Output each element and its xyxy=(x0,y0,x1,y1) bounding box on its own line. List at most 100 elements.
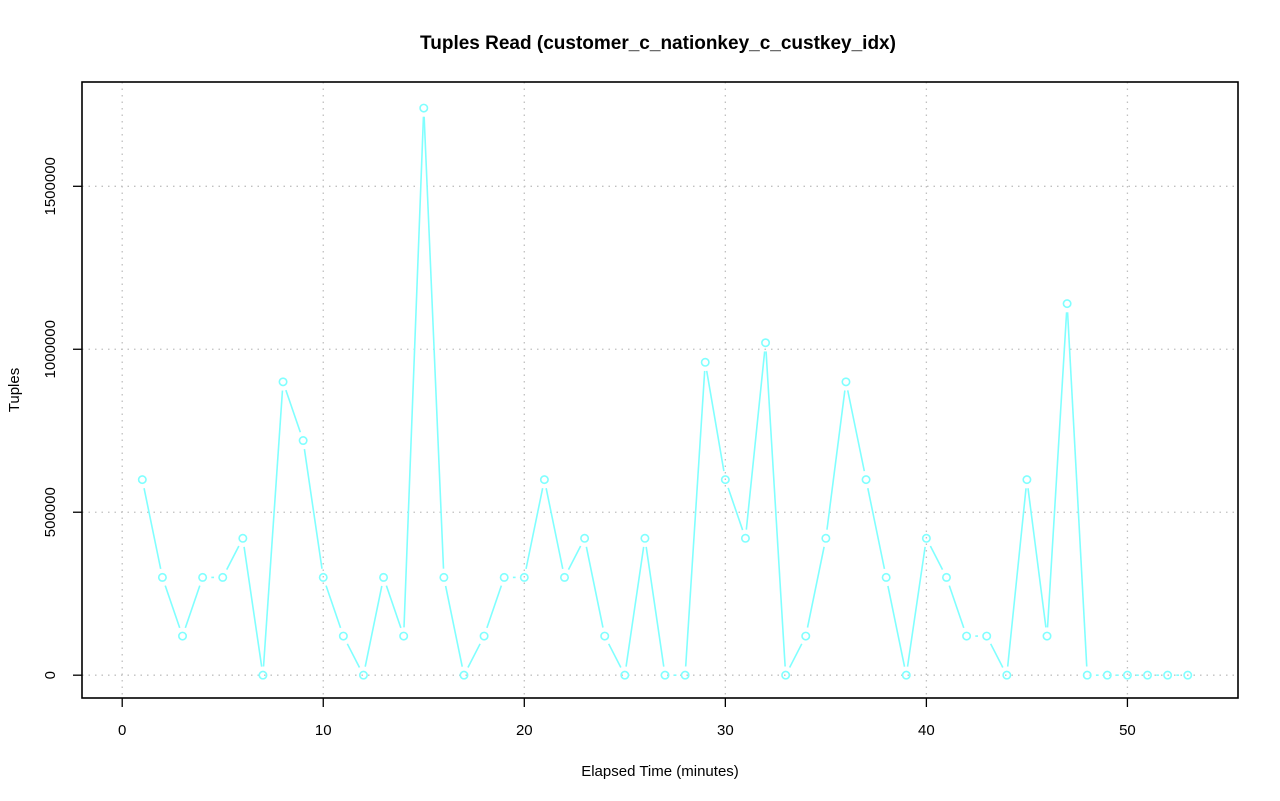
series-segment xyxy=(1066,312,1088,667)
data-point xyxy=(1082,670,1092,680)
data-point xyxy=(921,533,931,543)
series-segment xyxy=(625,546,645,667)
series-segment xyxy=(285,389,302,433)
series-segment xyxy=(989,643,1004,668)
grid xyxy=(82,82,1238,698)
data-point xyxy=(901,670,911,680)
y-tick-label: 1000000 xyxy=(42,320,59,378)
data-point xyxy=(881,572,891,582)
x-axis-label: Elapsed Time (minutes) xyxy=(581,763,739,780)
series-segment xyxy=(346,643,361,668)
data-point xyxy=(640,533,650,543)
series-segment xyxy=(1006,488,1027,667)
series-segment xyxy=(403,116,425,628)
data-point xyxy=(821,533,831,543)
data-point xyxy=(700,357,710,367)
data-point xyxy=(298,436,308,446)
series-segment xyxy=(545,487,564,570)
data-point xyxy=(157,572,167,582)
x-tick-label: 10 xyxy=(315,722,332,739)
data-point xyxy=(600,631,610,641)
x-tick-label: 50 xyxy=(1119,722,1136,739)
data-point xyxy=(178,631,188,641)
series-segment xyxy=(184,585,201,629)
series-segment xyxy=(525,487,544,570)
x-tick-label: 20 xyxy=(516,722,533,739)
data-point xyxy=(198,572,208,582)
series-segment xyxy=(948,585,965,629)
data-point xyxy=(1022,475,1032,485)
data-point xyxy=(258,670,268,680)
series-segment xyxy=(645,546,665,667)
x-tick-label: 0 xyxy=(118,722,126,739)
series-layer xyxy=(137,103,1193,680)
data-point xyxy=(1183,670,1193,680)
series-segment xyxy=(385,585,402,629)
series-segment xyxy=(423,116,445,569)
data-point xyxy=(580,533,590,543)
series-segment xyxy=(567,545,582,571)
series-segment xyxy=(164,585,181,629)
data-point xyxy=(238,533,248,543)
series-segment xyxy=(262,390,284,667)
series-segment xyxy=(303,449,323,569)
plot-frame xyxy=(81,81,1239,699)
data-point xyxy=(801,631,811,641)
series-segment xyxy=(607,643,622,668)
series-segment xyxy=(826,390,846,530)
series-segment xyxy=(225,545,240,571)
data-point xyxy=(1002,670,1012,680)
data-point xyxy=(137,475,147,485)
data-point xyxy=(439,572,449,582)
series-segment xyxy=(906,546,926,667)
y-tick-label: 500000 xyxy=(42,487,59,537)
series-segment xyxy=(444,585,464,667)
y-tick-label: 0 xyxy=(42,671,59,679)
data-point xyxy=(358,670,368,680)
series-segment xyxy=(243,546,263,667)
x-axis: 0 10 20 30 40 50 xyxy=(118,698,1136,739)
data-point xyxy=(941,572,951,582)
data-point xyxy=(419,103,429,113)
data-point xyxy=(519,572,529,582)
data-point xyxy=(781,670,791,680)
y-axis: 0 500000 1000000 1500000 xyxy=(42,157,82,679)
series-segment xyxy=(364,585,383,667)
data-point xyxy=(1143,670,1153,680)
data-point xyxy=(620,670,630,680)
data-point xyxy=(1102,670,1112,680)
data-point xyxy=(841,377,851,387)
series-segment xyxy=(788,643,803,668)
data-point xyxy=(660,670,670,680)
series-segment xyxy=(143,487,162,570)
series-segment xyxy=(887,585,906,667)
series-segment xyxy=(765,351,786,667)
data-point xyxy=(218,572,228,582)
data-point xyxy=(720,475,730,485)
data-point xyxy=(560,572,570,582)
data-point xyxy=(338,631,348,641)
data-point xyxy=(379,572,389,582)
y-tick-label: 1500000 xyxy=(42,157,59,215)
series-segment xyxy=(486,585,503,629)
data-point xyxy=(499,572,509,582)
data-point xyxy=(1122,670,1132,680)
series-segment xyxy=(846,390,866,472)
series-segment xyxy=(325,585,342,629)
series-segment xyxy=(867,487,886,570)
data-point xyxy=(1163,670,1173,680)
data-point xyxy=(1062,299,1072,309)
series-segment xyxy=(705,370,725,472)
y-axis-label: Tuples xyxy=(6,368,23,412)
data-point xyxy=(761,338,771,348)
series-segment xyxy=(745,351,766,530)
x-tick-label: 40 xyxy=(918,722,935,739)
data-point xyxy=(1042,631,1052,641)
data-point xyxy=(479,631,489,641)
data-point xyxy=(861,475,871,485)
data-point xyxy=(459,670,469,680)
chart-title: Tuples Read (customer_c_nationkey_c_cust… xyxy=(420,33,896,54)
data-point xyxy=(399,631,409,641)
series-segment xyxy=(585,546,604,628)
